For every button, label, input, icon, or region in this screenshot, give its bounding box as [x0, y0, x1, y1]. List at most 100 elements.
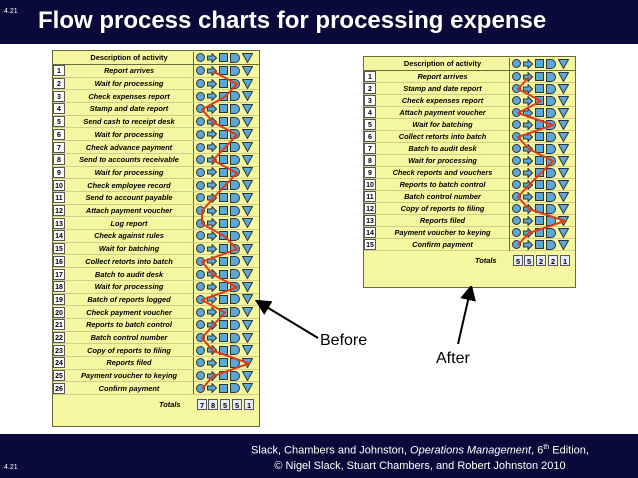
inspection-square-icon — [535, 192, 544, 201]
inspection-square-icon — [219, 53, 228, 62]
activity-description: Payment voucher to keying — [394, 228, 491, 237]
slide-number-top: 4.21 — [4, 8, 18, 15]
operation-circle-icon — [512, 228, 521, 237]
delay-icon — [546, 131, 556, 142]
activity-row: 4 Attach payment voucher — [364, 106, 575, 119]
inspection-square-icon — [535, 72, 544, 81]
operation-circle-icon — [196, 383, 205, 393]
transport-arrow-icon — [523, 131, 533, 142]
delay-icon — [230, 256, 240, 267]
operation-circle-icon — [196, 320, 205, 330]
step-number: 3 — [53, 90, 65, 102]
step-number: 7 — [53, 141, 65, 153]
step-number: 14 — [53, 230, 65, 242]
step-number: 2 — [364, 83, 376, 94]
activity-description: Check against rules — [94, 231, 164, 241]
transport-arrow-icon — [523, 167, 533, 178]
storage-triangle-icon — [558, 239, 569, 250]
inspection-square-icon — [219, 180, 228, 190]
transport-arrow-icon — [523, 119, 533, 130]
operation-circle-icon — [196, 282, 205, 292]
total-count: 1 — [244, 399, 254, 411]
delay-icon — [230, 345, 240, 356]
transport-arrow-icon — [207, 357, 217, 368]
storage-triangle-icon — [242, 243, 253, 254]
operation-circle-icon — [196, 345, 205, 355]
operation-circle-icon — [512, 216, 521, 225]
activity-description: Check reports and vouchers — [392, 168, 493, 177]
activity-row: 25 Payment voucher to keying — [53, 369, 259, 383]
step-number: 12 — [53, 205, 65, 217]
inspection-square-icon — [219, 193, 228, 203]
total-count: 5 — [513, 255, 523, 266]
inspection-square-icon — [219, 371, 228, 381]
total-count: 5 — [220, 399, 230, 411]
inspection-square-icon — [219, 206, 228, 216]
activity-description: Wait for processing — [94, 129, 164, 139]
activity-description: Copy of reports to filing — [87, 345, 171, 355]
inspection-square-icon — [535, 216, 544, 225]
activity-row: 7 Check advance payment — [53, 141, 259, 154]
operation-circle-icon — [196, 66, 205, 76]
operation-circle-icon — [512, 204, 521, 213]
transport-arrow-icon — [207, 180, 217, 191]
activity-description: Check payment voucher — [86, 307, 172, 317]
delay-icon — [230, 294, 240, 305]
inspection-square-icon — [219, 269, 228, 279]
operation-circle-icon — [196, 269, 205, 279]
storage-triangle-icon — [558, 107, 569, 118]
step-number: 21 — [53, 319, 65, 331]
inspection-square-icon — [535, 156, 544, 165]
activity-row: 11 Send to account payable — [53, 191, 259, 205]
operation-circle-icon — [512, 72, 521, 81]
delay-icon — [546, 239, 556, 250]
step-number: 1 — [53, 65, 65, 77]
operation-circle-icon — [196, 167, 205, 177]
activity-row: 2 Stamp and date report — [364, 82, 575, 95]
total-count: 5 — [232, 399, 242, 411]
transport-arrow-icon — [523, 58, 533, 69]
step-number: 5 — [364, 119, 376, 130]
step-number: 14 — [364, 227, 376, 238]
operation-circle-icon — [196, 371, 205, 381]
delay-icon — [230, 142, 240, 153]
activity-row: 23 Copy of reports to filing — [53, 344, 259, 358]
activity-row: 19 Batch of reports logged — [53, 293, 259, 307]
activity-row: 10 Reports to batch control — [364, 178, 575, 191]
activity-row: 7 Batch to audit desk — [364, 142, 575, 155]
activity-description: Batch control number — [404, 192, 481, 201]
step-number: 18 — [53, 281, 65, 293]
activity-description: Wait for batching — [98, 244, 160, 254]
storage-triangle-icon — [558, 155, 569, 166]
operation-circle-icon — [196, 180, 205, 190]
transport-arrow-icon — [207, 332, 217, 343]
title-bar — [0, 0, 638, 44]
activity-row: 5 Wait for batching — [364, 118, 575, 131]
storage-triangle-icon — [558, 71, 569, 82]
inspection-square-icon — [219, 129, 228, 139]
inspection-square-icon — [219, 142, 228, 152]
operation-circle-icon — [512, 59, 521, 68]
activity-description: Batch to audit desk — [408, 144, 477, 153]
step-number: 13 — [364, 215, 376, 226]
transport-arrow-icon — [207, 281, 217, 292]
storage-triangle-icon — [242, 256, 253, 267]
storage-triangle-icon — [242, 230, 253, 241]
storage-triangle-icon — [242, 345, 253, 356]
storage-triangle-icon — [558, 191, 569, 202]
operation-circle-icon — [196, 358, 205, 368]
operation-circle-icon — [196, 307, 205, 317]
step-number: 19 — [53, 293, 65, 305]
total-count: 2 — [548, 255, 558, 266]
transport-arrow-icon — [207, 269, 217, 280]
activity-row: 18 Wait for processing — [53, 280, 259, 294]
inspection-square-icon — [535, 59, 544, 68]
inspection-square-icon — [219, 117, 228, 127]
storage-triangle-icon — [558, 95, 569, 106]
delay-icon — [230, 370, 240, 381]
activity-row: 8 Wait for processing — [364, 154, 575, 167]
inspection-square-icon — [535, 132, 544, 141]
storage-triangle-icon — [242, 180, 253, 191]
footer-citation: Slack, Chambers and Johnston, Operations… — [251, 444, 589, 472]
inspection-square-icon — [535, 168, 544, 177]
